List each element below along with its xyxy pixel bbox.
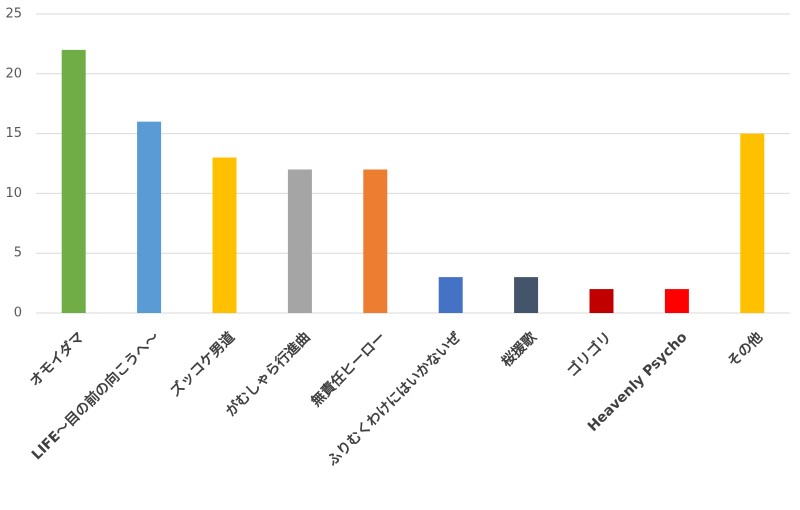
bar bbox=[61, 49, 86, 313]
bar bbox=[137, 121, 162, 313]
bar bbox=[438, 277, 463, 313]
x-tick-label: LIFE～目の前の向こうへ～ bbox=[28, 329, 163, 464]
y-tick-label: 15 bbox=[5, 126, 22, 141]
bar bbox=[212, 157, 237, 313]
bar bbox=[363, 169, 388, 313]
x-tick-label: 桜援歌 bbox=[498, 328, 540, 370]
bar bbox=[287, 169, 312, 313]
y-tick-label: 0 bbox=[14, 306, 22, 321]
x-tick-label: 無責任ヒーロー bbox=[308, 329, 389, 410]
y-tick-label: 10 bbox=[5, 186, 22, 201]
x-tick-label: ゴリゴリ bbox=[564, 329, 616, 381]
x-tick-label: オモイダマ bbox=[26, 329, 87, 390]
y-tick-label: 5 bbox=[14, 246, 22, 261]
x-tick-label: その他 bbox=[724, 329, 766, 371]
bar bbox=[589, 289, 614, 313]
bar bbox=[740, 133, 765, 313]
bar bbox=[664, 289, 689, 313]
y-tick-label: 20 bbox=[5, 66, 22, 81]
y-tick-label: 25 bbox=[5, 7, 22, 22]
bar bbox=[514, 277, 539, 313]
x-tick-label: ズッコケ男道 bbox=[167, 329, 238, 400]
x-tick-label: ふりむくわけにはいかないぜ bbox=[324, 329, 464, 469]
